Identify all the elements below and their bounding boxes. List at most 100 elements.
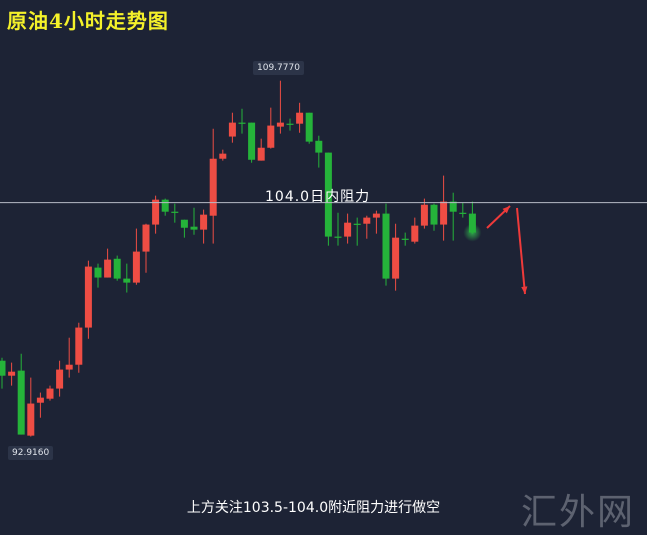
- candle: [363, 215, 371, 239]
- candle: [8, 362, 16, 386]
- candle-body: [113, 258, 121, 279]
- candle-body: [190, 226, 198, 230]
- candle-body: [440, 201, 448, 225]
- candle: [161, 198, 169, 216]
- candle-body: [56, 369, 64, 389]
- candle: [17, 353, 25, 435]
- candle: [84, 260, 92, 339]
- candle-body: [152, 199, 160, 225]
- candle: [334, 212, 342, 246]
- candle: [142, 223, 150, 273]
- candle: [315, 135, 323, 168]
- candle-body: [382, 213, 390, 279]
- arrow-up-icon: [486, 205, 511, 229]
- candle-body: [286, 123, 294, 125]
- candle-body: [180, 219, 188, 228]
- candle-body: [209, 158, 217, 216]
- candle: [257, 138, 265, 161]
- candle: [36, 392, 44, 418]
- candle: [344, 213, 352, 244]
- candle-body: [17, 370, 25, 435]
- candle: [276, 80, 284, 134]
- candle-body: [305, 112, 313, 142]
- candle: [382, 203, 390, 286]
- candle: [411, 217, 419, 244]
- candle: [440, 175, 448, 241]
- candle-body: [27, 403, 35, 436]
- resistance-label: 104.0日内阻力: [265, 189, 371, 205]
- candle: [324, 152, 332, 246]
- watermark-logo: 汇外网: [520, 492, 635, 533]
- candle-body: [392, 237, 400, 279]
- candle-body: [344, 222, 352, 237]
- candle: [353, 217, 361, 246]
- candle-body: [315, 140, 323, 153]
- candle: [459, 202, 467, 218]
- candle: [209, 128, 217, 244]
- candle-body: [257, 147, 265, 161]
- candle: [65, 337, 73, 378]
- candle-body: [372, 213, 380, 218]
- candle: [449, 192, 457, 241]
- candle: [46, 385, 54, 401]
- candle: [94, 263, 102, 288]
- arrow-down-icon: [516, 207, 528, 295]
- candle-body: [65, 364, 73, 370]
- candle-body: [104, 259, 112, 278]
- candle-body: [276, 122, 284, 127]
- candle-body: [219, 153, 227, 159]
- candle-body: [8, 371, 16, 376]
- candle-body: [353, 223, 361, 225]
- candle-body: [228, 122, 236, 137]
- candle: [392, 223, 400, 291]
- candle-body: [411, 225, 419, 242]
- candle-body: [459, 212, 467, 214]
- candle: [171, 203, 179, 223]
- high-price-label: 109.7770: [253, 61, 304, 75]
- candle: [219, 149, 227, 161]
- candle-body: [84, 266, 92, 328]
- candle: [228, 112, 236, 143]
- candle-body: [132, 251, 140, 283]
- candle-body: [267, 125, 275, 148]
- candle-body: [0, 360, 6, 376]
- candle-body: [363, 217, 371, 224]
- candle-body: [238, 122, 246, 124]
- candle-body: [94, 267, 102, 278]
- low-price-label: 92.9160: [8, 446, 54, 460]
- candle-body: [142, 224, 150, 252]
- candle: [27, 377, 35, 437]
- candle: [56, 360, 64, 397]
- candle-body: [449, 201, 457, 212]
- candle-body: [123, 278, 131, 283]
- candle-body: [420, 204, 428, 226]
- candle: [296, 102, 304, 133]
- candle-body: [161, 199, 169, 212]
- candle-body: [171, 211, 179, 213]
- bottom-note: 上方关注103.5-104.0附近阻力进行做空: [0, 497, 647, 517]
- candle: [113, 255, 121, 281]
- candle: [104, 248, 112, 278]
- candle-body: [296, 112, 304, 124]
- candle: [420, 198, 428, 229]
- candle: [372, 210, 380, 234]
- candle: [180, 219, 188, 238]
- bottom-note-text: 上方关注103.5-104.0附近阻力进行做空: [186, 500, 441, 516]
- candle: [132, 228, 140, 285]
- candle: [286, 118, 294, 131]
- candle-body: [401, 238, 409, 240]
- candle-body: [334, 236, 342, 238]
- candle: [75, 322, 83, 373]
- candle: [123, 263, 131, 293]
- candle-body: [324, 152, 332, 237]
- candle: [0, 357, 6, 389]
- candle: [248, 122, 256, 163]
- candle: [401, 232, 409, 246]
- candle: [430, 203, 438, 231]
- candle-body: [468, 213, 476, 233]
- candle: [200, 209, 208, 244]
- candle-body: [36, 397, 44, 403]
- candle-body: [200, 214, 208, 230]
- chart-title: 原油4小时走势图: [7, 9, 169, 33]
